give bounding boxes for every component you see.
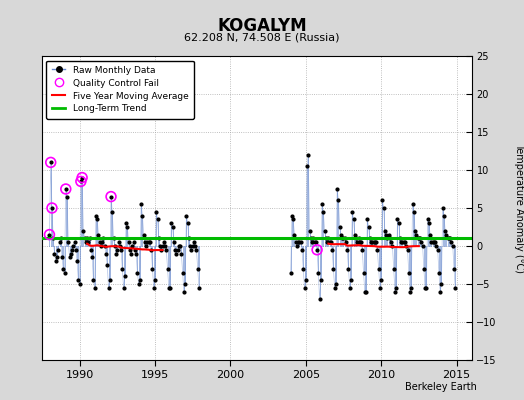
Text: Berkeley Earth: Berkeley Earth <box>405 382 477 392</box>
Text: 62.208 N, 74.508 E (Russia): 62.208 N, 74.508 E (Russia) <box>184 33 340 43</box>
Point <box>77 178 85 184</box>
Point <box>313 246 321 253</box>
Point <box>48 205 56 211</box>
Y-axis label: Temperature Anomaly (°C): Temperature Anomaly (°C) <box>514 143 523 273</box>
Point <box>47 159 55 166</box>
Legend: Raw Monthly Data, Quality Control Fail, Five Year Moving Average, Long-Term Tren: Raw Monthly Data, Quality Control Fail, … <box>47 60 194 119</box>
Point <box>62 186 70 192</box>
Point <box>107 193 115 200</box>
Text: KOGALYM: KOGALYM <box>217 17 307 35</box>
Point <box>78 174 86 181</box>
Point <box>45 231 53 238</box>
